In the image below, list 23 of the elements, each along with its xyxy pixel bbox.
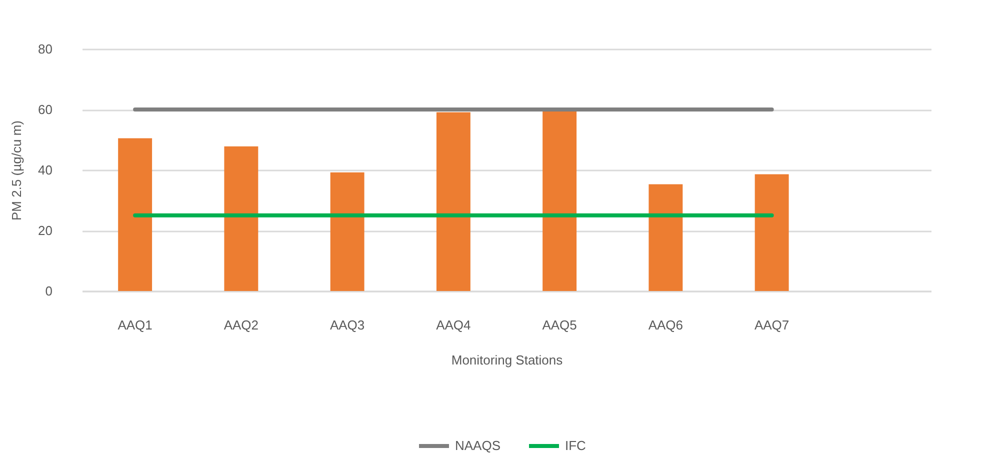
- x-tick-label: AAQ7: [754, 318, 790, 332]
- bar: [754, 174, 789, 291]
- x-axis-title: Monitoring Stations: [451, 352, 564, 368]
- bar: [224, 146, 258, 291]
- x-tick-label: AAQ1: [118, 318, 152, 332]
- x-tick-label: AAQ6: [648, 318, 684, 332]
- x-tick-label: AAQ5: [542, 318, 577, 332]
- y-tick-label: 80: [38, 42, 52, 56]
- x-tick-label: AAQ3: [330, 318, 365, 332]
- y-tick-label: 20: [38, 223, 52, 238]
- bar: [118, 138, 152, 291]
- bar: [330, 172, 364, 291]
- legend-label: NAAQS: [455, 438, 501, 453]
- y-tick-label: 60: [38, 102, 52, 117]
- y-axis-title: PM 2.5 (µg/cu m): [9, 120, 24, 220]
- y-tick-label: 40: [38, 162, 52, 178]
- legend-label: IFC: [565, 438, 586, 453]
- bar: [542, 110, 577, 291]
- x-tick-label: AAQ4: [436, 318, 471, 332]
- y-tick-label: 0: [45, 284, 52, 298]
- x-tick-label: AAQ2: [224, 318, 259, 332]
- bar: [648, 184, 683, 291]
- bar: [436, 112, 470, 291]
